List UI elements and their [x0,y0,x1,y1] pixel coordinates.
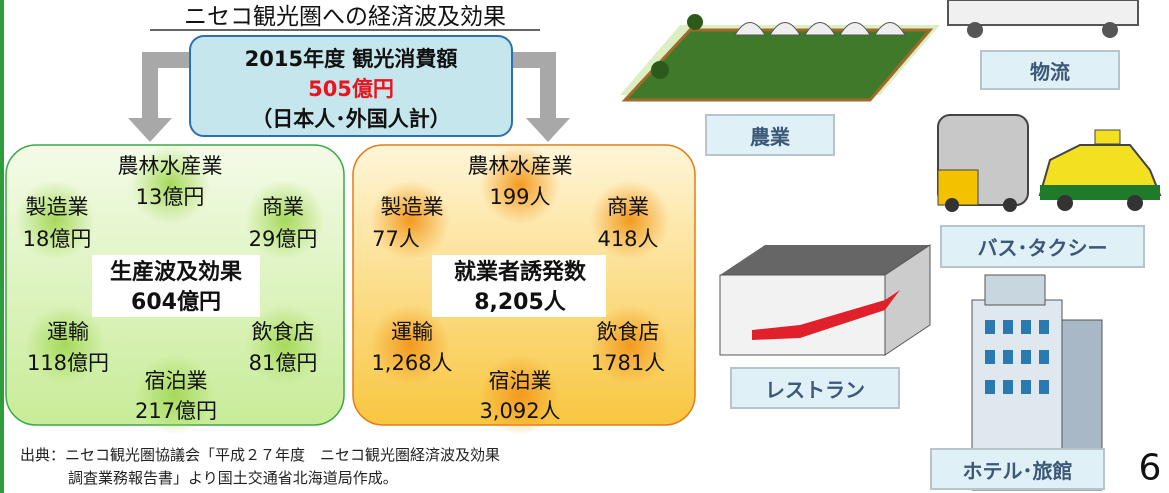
item-name: 商業 [262,191,304,221]
item-value: 13億円 [136,181,205,211]
item-value: 418人 [597,223,658,253]
item-name: 農林水産業 [118,150,223,180]
consumption-note: （日本人･外国人計） [251,103,451,133]
item-name: 宿泊業 [145,365,208,395]
title: ニセコ観光圏への経済波及効果 [184,0,506,31]
page-number: 6 [1139,448,1162,489]
sector-label: 農業 [705,114,835,156]
employment-label: 就業者誘発数 [454,254,586,286]
item-value: 1,268人 [371,347,452,377]
item-value: 199人 [489,181,550,211]
item-name: 飲食店 [597,316,660,346]
item-name: 飲食店 [252,316,315,346]
source-line: 調査業務報告書」より国土交通省北海道局作成。 [68,467,398,488]
item-name: 運輸 [391,316,433,346]
employment-total: 8,205人 [474,284,566,316]
consumption-amount: 505億円 [308,73,394,103]
item-value: 217億円 [135,395,217,425]
item-value: 3,092人 [479,395,560,425]
consumption-label: 2015年度 観光消費額 [245,43,458,73]
item-value: 18億円 [23,223,92,253]
slide: ニセコ観光圏への経済波及効果 2015年度 観光消費額 505億円 （日本人･外… [0,0,1169,493]
item-name: 運輸 [47,316,89,346]
item-value: 29億円 [249,223,318,253]
sector-label: 物流 [980,50,1120,90]
item-name: 製造業 [381,191,444,221]
source-line: 出典：ニセコ観光圏協議会「平成２７年度 ニセコ観光圏経済波及効果 [20,444,500,465]
item-value: 1781人 [591,347,665,377]
sector-label: バス･タクシー [940,225,1145,268]
sector-label: レストラン [730,367,900,409]
item-value: 77人 [372,223,420,253]
item-name: 商業 [607,191,649,221]
production-total: 604億円 [131,284,221,316]
item-value: 81億円 [249,347,318,377]
item-name: 農林水産業 [468,150,573,180]
sector-label: ホテル･旅館 [930,448,1105,490]
production-label: 生産波及効果 [110,254,242,286]
item-value: 118億円 [27,347,109,377]
item-name: 製造業 [26,191,89,221]
item-name: 宿泊業 [489,365,552,395]
